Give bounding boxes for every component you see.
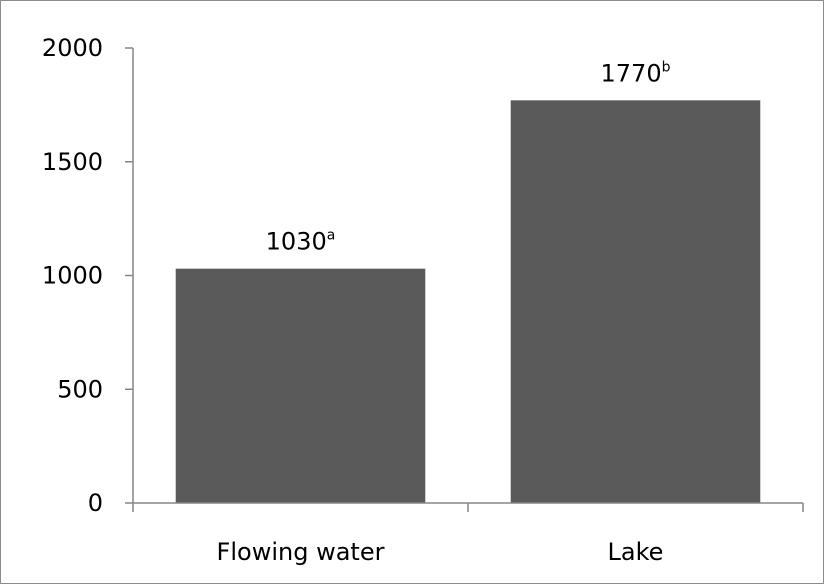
y-tick-label: 500 [57, 375, 103, 403]
data-label: 1030a [266, 228, 336, 256]
y-axis-ticks: 0 500 1000 1500 2000 [42, 34, 133, 517]
y-tick-label: 1500 [42, 148, 103, 176]
bar [510, 100, 761, 503]
x-axis-ticks: Flowing water Lake [132, 503, 804, 566]
data-label: 1770b [601, 59, 671, 87]
x-category-label: Flowing water [217, 538, 385, 566]
y-tick-label: 0 [88, 489, 103, 517]
y-tick-label: 2000 [42, 34, 103, 62]
x-category-label: Lake [608, 538, 664, 566]
bars [175, 100, 761, 503]
y-tick-label: 1000 [42, 262, 103, 290]
data-labels: 1030a 1770b [266, 59, 671, 255]
bar [175, 268, 426, 503]
